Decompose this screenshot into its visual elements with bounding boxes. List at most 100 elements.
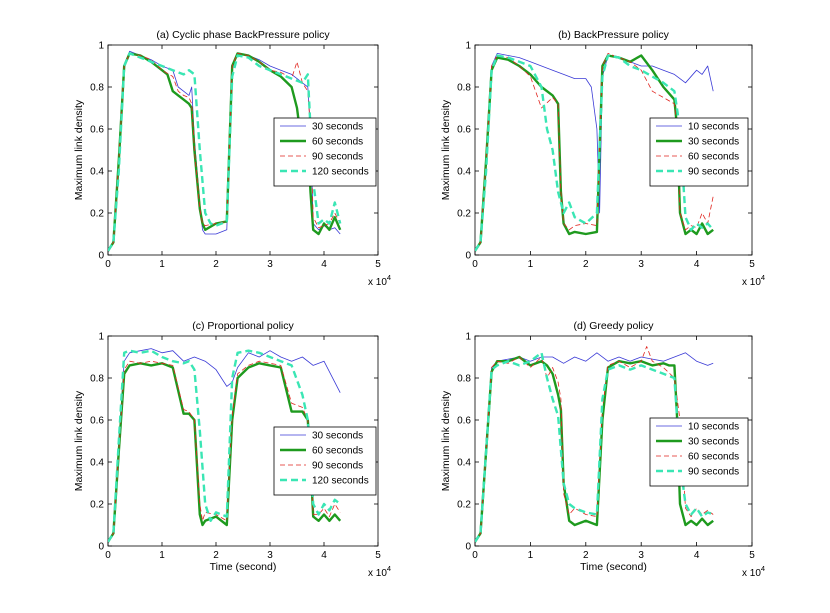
- axes-box: [474, 335, 753, 547]
- x-tick-label: 4: [321, 259, 327, 270]
- y-tick-label: 1: [98, 332, 104, 343]
- y-axis-label: Maximum link density: [73, 99, 85, 200]
- y-axis-label: Maximum link density: [73, 390, 85, 491]
- y-tick-label: 0.4: [90, 458, 104, 469]
- legend-box: [649, 117, 749, 187]
- x-tick-label: 5: [375, 550, 381, 561]
- legend-label: 30 seconds: [312, 122, 363, 133]
- x-multiplier-base: x 10: [368, 277, 387, 288]
- chart-title: (c) Proportional policy: [192, 320, 294, 332]
- x-tick-label: 5: [749, 259, 755, 270]
- x-multiplier: x 104: [368, 273, 391, 288]
- y-axis-label: Maximum link density: [440, 99, 452, 200]
- x-tick-label: 0: [105, 550, 111, 561]
- x-tick-label: 2: [583, 550, 589, 561]
- legend-box: [273, 426, 377, 496]
- x-multiplier-base: x 10: [742, 277, 761, 288]
- legend-label: 60 seconds: [688, 452, 739, 463]
- x-tick-label: 0: [105, 259, 111, 270]
- x-tick-label: 2: [213, 259, 219, 270]
- x-tick-label: 4: [694, 550, 700, 561]
- series-line-60-seconds: [475, 346, 714, 543]
- y-tick-label: 0.4: [90, 167, 104, 178]
- axes-box: [474, 44, 753, 256]
- y-tick-label: 0: [98, 542, 104, 553]
- x-multiplier: x 104: [742, 564, 765, 579]
- y-tick-label: 0.2: [457, 209, 471, 220]
- x-axis-label: Time (second): [210, 561, 277, 573]
- legend-label: 30 seconds: [312, 431, 363, 442]
- series-line-90-seconds: [475, 351, 714, 543]
- y-tick-label: 0.4: [457, 458, 471, 469]
- legend: 30 seconds 60 seconds 90 seconds 120 second…: [273, 117, 377, 187]
- y-tick-label: 0.6: [90, 125, 104, 136]
- x-multiplier-exp: 4: [761, 273, 765, 282]
- x-tick-label: 1: [528, 259, 534, 270]
- x-tick-label: 2: [213, 550, 219, 561]
- legend-label: 90 seconds: [312, 152, 363, 163]
- x-multiplier-base: x 10: [742, 568, 761, 579]
- legend-label: 60 seconds: [312, 446, 363, 457]
- axes-box: [107, 44, 379, 256]
- chart-title: (d) Greedy policy: [574, 320, 655, 332]
- legend-label: 30 seconds: [688, 437, 739, 448]
- series-line-30-seconds: [475, 54, 714, 252]
- legend-label: 10 seconds: [688, 422, 739, 433]
- x-tick-label: 3: [638, 259, 644, 270]
- x-tick-label: 2: [583, 259, 589, 270]
- y-tick-label: 0.8: [457, 83, 471, 94]
- series-line-90-seconds: [475, 54, 715, 252]
- x-multiplier-exp: 4: [387, 273, 391, 282]
- y-tick-label: 0.6: [90, 416, 104, 427]
- series-line-120-seconds: [108, 52, 342, 252]
- legend-label: 120 seconds: [312, 476, 369, 487]
- y-tick-label: 0: [465, 251, 471, 262]
- y-tick-label: 0: [465, 542, 471, 553]
- legend-label: 60 seconds: [312, 137, 363, 148]
- panel-a: 0 1 2 3 4 500.20.40.60.81x 104(a) Cyclic phas…: [73, 29, 391, 288]
- y-tick-label: 0.8: [457, 374, 471, 385]
- x-multiplier: x 104: [368, 564, 391, 579]
- x-multiplier: x 104: [742, 273, 765, 288]
- y-tick-label: 0.2: [90, 500, 104, 511]
- series-line-10-seconds: [475, 53, 714, 252]
- y-tick-label: 0.6: [457, 125, 471, 136]
- chart-title: (b) BackPressure policy: [558, 29, 670, 41]
- x-multiplier-exp: 4: [387, 564, 391, 573]
- y-tick-label: 0: [98, 251, 104, 262]
- y-tick-label: 1: [465, 41, 471, 52]
- x-tick-label: 5: [749, 550, 755, 561]
- axes-box: [107, 335, 379, 547]
- legend-label: 10 seconds: [688, 122, 739, 133]
- legend-label: 120 seconds: [312, 167, 369, 178]
- legend: 10 seconds 30 seconds 60 seconds 90 seconds: [649, 417, 749, 487]
- x-tick-label: 4: [694, 259, 700, 270]
- x-tick-label: 0: [472, 550, 478, 561]
- legend-label: 90 seconds: [312, 461, 363, 472]
- x-tick-label: 3: [267, 259, 273, 270]
- y-tick-label: 0.2: [457, 500, 471, 511]
- y-tick-label: 0.8: [90, 374, 104, 385]
- x-axis-label: Time (second): [580, 561, 647, 573]
- series-group: [475, 53, 715, 252]
- y-tick-label: 0.6: [457, 416, 471, 427]
- x-tick-label: 5: [375, 259, 381, 270]
- y-tick-label: 0.2: [90, 209, 104, 220]
- x-tick-label: 3: [638, 550, 644, 561]
- panel-c: 0 1 2 3 4 5 0 0.2 0.4 0.6 0.8 1 x 104 (c) Proportiona…: [73, 320, 391, 579]
- panel-d: 0 1 2 3 4 500.20.40.60.81x 104(d) Greedy poli…: [440, 320, 765, 579]
- legend-label: 90 seconds: [688, 467, 739, 478]
- legend-label: 90 seconds: [688, 167, 739, 178]
- x-tick-label: 1: [159, 259, 165, 270]
- y-tick-label: 0.4: [457, 167, 471, 178]
- legend-label: 30 seconds: [688, 137, 739, 148]
- y-tick-label: 0.8: [90, 83, 104, 94]
- series-group: [475, 346, 714, 543]
- x-tick-label: 1: [159, 550, 165, 561]
- y-tick-label: 1: [465, 332, 471, 343]
- legend-box: [649, 417, 749, 487]
- series-line-30-seconds: [475, 355, 714, 543]
- x-tick-label: 3: [267, 550, 273, 561]
- series-line-60-seconds: [475, 53, 714, 252]
